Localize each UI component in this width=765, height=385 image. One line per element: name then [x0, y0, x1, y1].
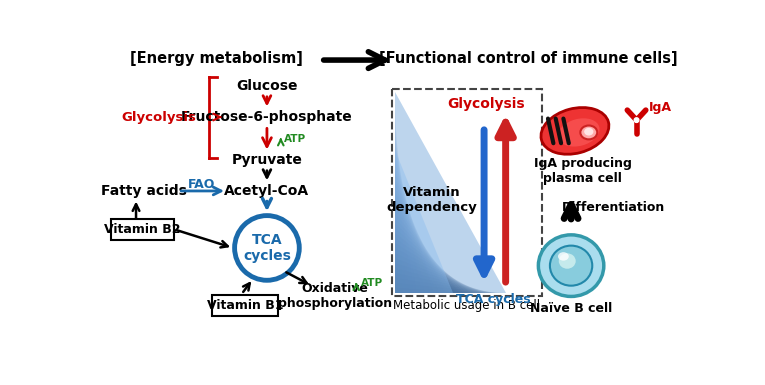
Polygon shape: [395, 273, 494, 293]
Polygon shape: [395, 203, 456, 293]
Text: IgA producing
plasma cell: IgA producing plasma cell: [534, 157, 632, 185]
Text: Vitamin B2: Vitamin B2: [104, 223, 181, 236]
Ellipse shape: [558, 252, 568, 261]
Text: Differentiation: Differentiation: [562, 201, 665, 214]
Polygon shape: [395, 238, 475, 293]
Ellipse shape: [558, 253, 576, 269]
FancyBboxPatch shape: [111, 219, 174, 240]
Text: Glycolysis: Glycolysis: [447, 97, 525, 111]
Polygon shape: [395, 228, 470, 293]
Polygon shape: [395, 213, 461, 293]
Ellipse shape: [541, 107, 609, 154]
Ellipse shape: [235, 216, 299, 280]
Polygon shape: [395, 248, 480, 293]
Polygon shape: [395, 223, 467, 293]
Text: Pyruvate: Pyruvate: [232, 153, 302, 167]
Text: TCA
cycles: TCA cycles: [243, 233, 291, 263]
Text: ATP: ATP: [284, 134, 306, 144]
Ellipse shape: [558, 118, 600, 147]
Polygon shape: [395, 243, 478, 293]
Polygon shape: [395, 233, 472, 293]
Polygon shape: [395, 92, 506, 293]
Text: IgA: IgA: [649, 101, 672, 114]
Polygon shape: [395, 218, 464, 293]
Text: Fructose-6-phosphate: Fructose-6-phosphate: [181, 110, 353, 124]
Polygon shape: [395, 192, 450, 293]
Text: [Functional control of immune cells]: [Functional control of immune cells]: [379, 51, 678, 66]
Text: Vitamin B1: Vitamin B1: [207, 299, 284, 312]
Text: Naïve B cell: Naïve B cell: [530, 301, 612, 315]
Text: Acetyl-CoA: Acetyl-CoA: [224, 184, 310, 198]
Polygon shape: [395, 253, 483, 293]
Polygon shape: [395, 150, 454, 293]
Ellipse shape: [539, 235, 604, 296]
Ellipse shape: [634, 118, 639, 122]
Bar: [392, 89, 542, 296]
Polygon shape: [395, 258, 487, 293]
Polygon shape: [395, 288, 503, 293]
Polygon shape: [395, 263, 489, 293]
Ellipse shape: [584, 128, 594, 136]
Polygon shape: [395, 198, 453, 293]
Text: FAO: FAO: [187, 178, 215, 191]
Polygon shape: [395, 182, 444, 293]
Polygon shape: [395, 283, 500, 293]
FancyBboxPatch shape: [212, 295, 278, 316]
Polygon shape: [395, 208, 458, 293]
Text: TCA cycles: TCA cycles: [456, 293, 531, 306]
Text: Fatty acids: Fatty acids: [101, 184, 187, 198]
Polygon shape: [395, 268, 492, 293]
Polygon shape: [395, 177, 442, 293]
Text: Metabolic usage in B cell: Metabolic usage in B cell: [393, 299, 540, 312]
Polygon shape: [395, 278, 497, 293]
Polygon shape: [395, 187, 448, 293]
Text: Vitamin
dependency: Vitamin dependency: [386, 186, 477, 214]
Ellipse shape: [550, 246, 592, 286]
Ellipse shape: [581, 126, 597, 139]
Text: Oxidative
phosphorylation: Oxidative phosphorylation: [278, 283, 392, 310]
Text: ATP: ATP: [361, 278, 383, 288]
Polygon shape: [395, 172, 439, 293]
Text: Glucose: Glucose: [236, 79, 298, 93]
Text: Glycolysis: Glycolysis: [121, 110, 196, 124]
Text: [Energy metabolism]: [Energy metabolism]: [131, 51, 304, 66]
